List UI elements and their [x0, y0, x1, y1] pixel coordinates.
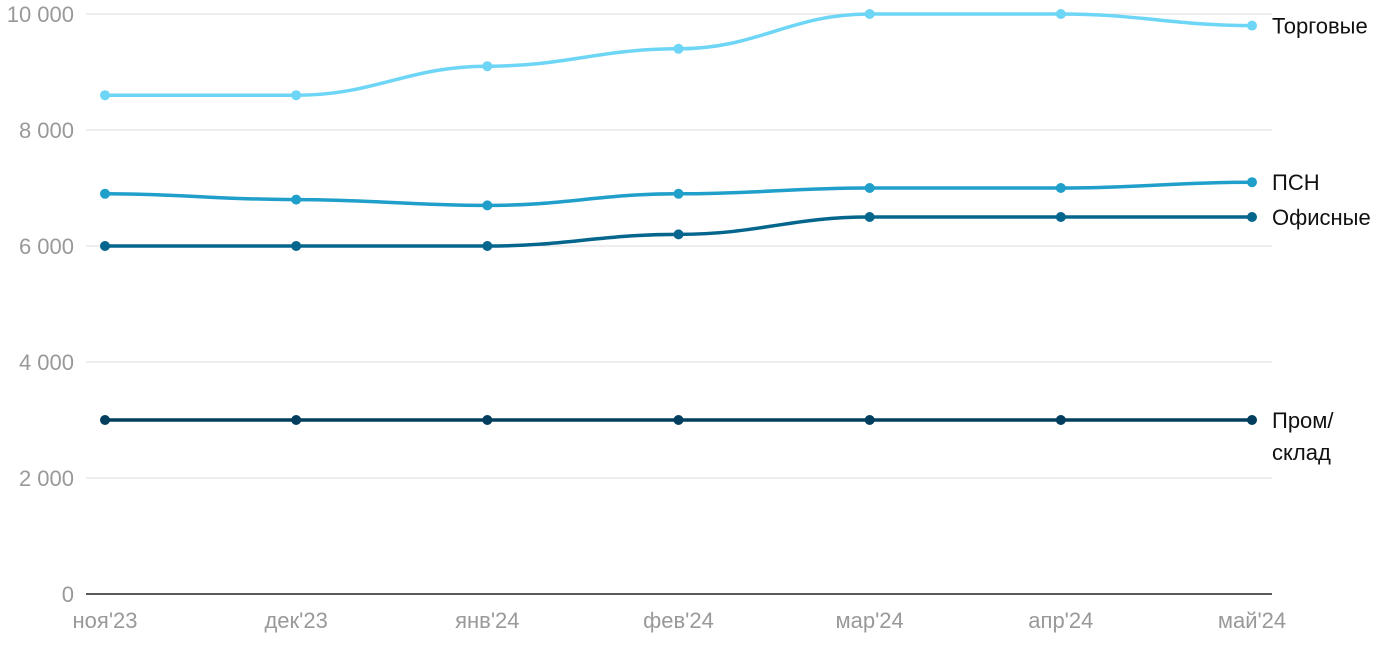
x-tick-label: май'24: [1218, 608, 1286, 633]
series-line-0: [103, 12, 1254, 97]
y-axis-ticks: 0 2 000 4 000 6 000 8 000 10 000: [7, 2, 74, 607]
x-tick-label: фев'24: [643, 608, 714, 633]
series-labels: Торговые ПСН Офисные Пром/склад: [1272, 14, 1371, 465]
y-tick-label: 6 000: [19, 234, 74, 259]
data-point: [673, 188, 684, 199]
x-tick-label: апр'24: [1028, 608, 1093, 633]
data-point: [673, 415, 684, 425]
data-point: [482, 241, 493, 251]
series-group: [100, 9, 1257, 425]
data-point: [1055, 212, 1066, 222]
data-point: [1247, 20, 1257, 31]
data-point: [673, 43, 684, 54]
x-tick-label: дек'23: [264, 608, 327, 633]
y-tick-label: 4 000: [19, 350, 74, 375]
data-point: [1247, 212, 1257, 222]
series-label: ПСН: [1272, 170, 1320, 195]
series-label-line: ПСН: [1272, 170, 1320, 195]
series-label: Офисные: [1272, 205, 1371, 230]
series-label: Торговые: [1272, 14, 1368, 39]
y-tick-label: 2 000: [19, 466, 74, 491]
y-tick-label: 10 000: [7, 2, 74, 27]
data-point: [864, 415, 875, 425]
data-point: [291, 415, 302, 425]
data-point: [291, 241, 302, 251]
data-point: [1055, 9, 1066, 19]
series-label: Пром/склад: [1272, 408, 1334, 465]
x-tick-label: мар'24: [836, 608, 904, 633]
series-label-line: Офисные: [1272, 205, 1371, 230]
x-tick-label: янв'24: [455, 608, 519, 633]
y-tick-label: 0: [62, 582, 74, 607]
data-point: [864, 183, 875, 193]
data-point: [864, 212, 875, 222]
data-point: [864, 9, 875, 19]
data-point: [100, 241, 110, 251]
data-point: [100, 188, 110, 199]
x-axis-ticks: ноя'23 дек'23 янв'24 фев'24 мар'24 апр'24 май'…: [73, 608, 1287, 633]
data-point: [1247, 177, 1257, 188]
series-label-line: склад: [1272, 440, 1331, 465]
data-point: [482, 200, 493, 211]
data-point: [291, 194, 302, 205]
data-point: [1055, 183, 1066, 193]
series-label-line: Пром/: [1272, 408, 1334, 433]
data-point: [291, 90, 302, 101]
data-point: [482, 61, 493, 72]
x-tick-label: ноя'23: [73, 608, 138, 633]
data-point: [482, 415, 493, 425]
data-point: [100, 415, 110, 425]
data-point: [100, 90, 110, 101]
data-point: [1055, 415, 1066, 425]
grid-lines: [86, 13, 1272, 595]
data-point: [673, 229, 684, 240]
data-point: [1247, 415, 1257, 425]
series-label-line: Торговые: [1272, 14, 1368, 39]
y-tick-label: 8 000: [19, 118, 74, 143]
